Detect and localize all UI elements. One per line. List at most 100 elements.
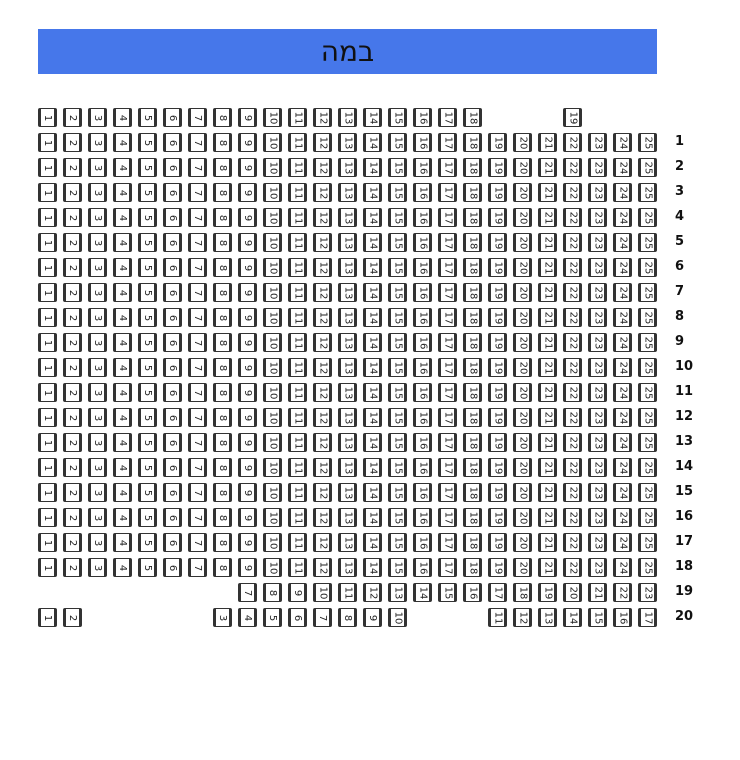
- seat[interactable]: 21: [538, 358, 557, 377]
- seat[interactable]: 20: [513, 483, 532, 502]
- seat[interactable]: 10: [263, 258, 282, 277]
- seat[interactable]: 23: [588, 383, 607, 402]
- seat[interactable]: 22: [563, 283, 582, 302]
- seat[interactable]: 17: [438, 108, 457, 127]
- seat[interactable]: 25: [638, 483, 657, 502]
- seat[interactable]: 2: [63, 533, 82, 552]
- seat[interactable]: 8: [213, 508, 232, 527]
- seat[interactable]: 5: [138, 508, 157, 527]
- seat[interactable]: 4: [113, 508, 132, 527]
- seat[interactable]: 12: [313, 333, 332, 352]
- seat[interactable]: 11: [288, 383, 307, 402]
- seat[interactable]: 3: [88, 183, 107, 202]
- seat[interactable]: 22: [563, 333, 582, 352]
- seat[interactable]: 11: [288, 533, 307, 552]
- seat[interactable]: 23: [588, 433, 607, 452]
- seat[interactable]: 19: [488, 258, 507, 277]
- seat[interactable]: 21: [538, 258, 557, 277]
- seat[interactable]: 12: [313, 383, 332, 402]
- seat[interactable]: 16: [413, 533, 432, 552]
- seat[interactable]: 23: [588, 283, 607, 302]
- seat[interactable]: 17: [438, 258, 457, 277]
- seat[interactable]: 8: [213, 108, 232, 127]
- seat[interactable]: 23: [588, 333, 607, 352]
- seat[interactable]: 21: [538, 308, 557, 327]
- seat[interactable]: 9: [238, 333, 257, 352]
- seat[interactable]: 3: [213, 608, 232, 627]
- seat[interactable]: 14: [363, 433, 382, 452]
- seat[interactable]: 9: [238, 233, 257, 252]
- seat[interactable]: 11: [288, 233, 307, 252]
- seat[interactable]: 8: [213, 358, 232, 377]
- seat[interactable]: 5: [138, 358, 157, 377]
- seat[interactable]: 11: [288, 158, 307, 177]
- seat[interactable]: 9: [238, 208, 257, 227]
- seat[interactable]: 15: [388, 308, 407, 327]
- seat[interactable]: 17: [438, 508, 457, 527]
- seat[interactable]: 5: [138, 233, 157, 252]
- seat[interactable]: 11: [288, 408, 307, 427]
- seat[interactable]: 1: [38, 208, 57, 227]
- seat[interactable]: 10: [263, 483, 282, 502]
- seat[interactable]: 21: [538, 383, 557, 402]
- seat[interactable]: 23: [588, 308, 607, 327]
- seat[interactable]: 25: [638, 258, 657, 277]
- seat[interactable]: 6: [288, 608, 307, 627]
- seat[interactable]: 13: [338, 308, 357, 327]
- seat[interactable]: 4: [113, 183, 132, 202]
- seat[interactable]: 12: [313, 508, 332, 527]
- seat[interactable]: 9: [288, 583, 307, 602]
- seat[interactable]: 1: [38, 283, 57, 302]
- seat[interactable]: 14: [363, 233, 382, 252]
- seat[interactable]: 4: [113, 383, 132, 402]
- seat[interactable]: 12: [513, 608, 532, 627]
- seat[interactable]: 9: [238, 533, 257, 552]
- seat[interactable]: 21: [538, 508, 557, 527]
- seat[interactable]: 18: [463, 508, 482, 527]
- seat[interactable]: 12: [313, 308, 332, 327]
- seat[interactable]: 7: [188, 433, 207, 452]
- seat[interactable]: 1: [38, 608, 57, 627]
- seat[interactable]: 18: [463, 333, 482, 352]
- seat[interactable]: 25: [638, 158, 657, 177]
- seat[interactable]: 15: [388, 108, 407, 127]
- seat[interactable]: 22: [563, 233, 582, 252]
- seat[interactable]: 21: [588, 583, 607, 602]
- seat[interactable]: 18: [463, 133, 482, 152]
- seat[interactable]: 2: [63, 358, 82, 377]
- seat[interactable]: 21: [538, 333, 557, 352]
- seat[interactable]: 11: [288, 183, 307, 202]
- seat[interactable]: 19: [488, 483, 507, 502]
- seat[interactable]: 23: [588, 258, 607, 277]
- seat[interactable]: 2: [63, 258, 82, 277]
- seat[interactable]: 23: [588, 158, 607, 177]
- seat[interactable]: 7: [188, 383, 207, 402]
- seat[interactable]: 19: [488, 333, 507, 352]
- seat[interactable]: 10: [263, 458, 282, 477]
- seat[interactable]: 21: [538, 483, 557, 502]
- seat[interactable]: 14: [363, 133, 382, 152]
- seat[interactable]: 25: [638, 558, 657, 577]
- seat[interactable]: 1: [38, 158, 57, 177]
- seat[interactable]: 2: [63, 108, 82, 127]
- seat[interactable]: 18: [463, 283, 482, 302]
- seat[interactable]: 7: [188, 108, 207, 127]
- seat[interactable]: 9: [238, 108, 257, 127]
- seat[interactable]: 1: [38, 333, 57, 352]
- seat[interactable]: 13: [338, 108, 357, 127]
- seat[interactable]: 14: [363, 108, 382, 127]
- seat[interactable]: 1: [38, 133, 57, 152]
- seat[interactable]: 1: [38, 308, 57, 327]
- seat[interactable]: 13: [338, 458, 357, 477]
- seat[interactable]: 15: [388, 258, 407, 277]
- seat[interactable]: 13: [338, 208, 357, 227]
- seat[interactable]: 4: [113, 308, 132, 327]
- seat[interactable]: 15: [388, 458, 407, 477]
- seat[interactable]: 12: [313, 408, 332, 427]
- seat[interactable]: 18: [463, 558, 482, 577]
- seat[interactable]: 4: [113, 558, 132, 577]
- seat[interactable]: 7: [188, 458, 207, 477]
- seat[interactable]: 11: [288, 208, 307, 227]
- seat[interactable]: 21: [538, 158, 557, 177]
- seat[interactable]: 12: [363, 583, 382, 602]
